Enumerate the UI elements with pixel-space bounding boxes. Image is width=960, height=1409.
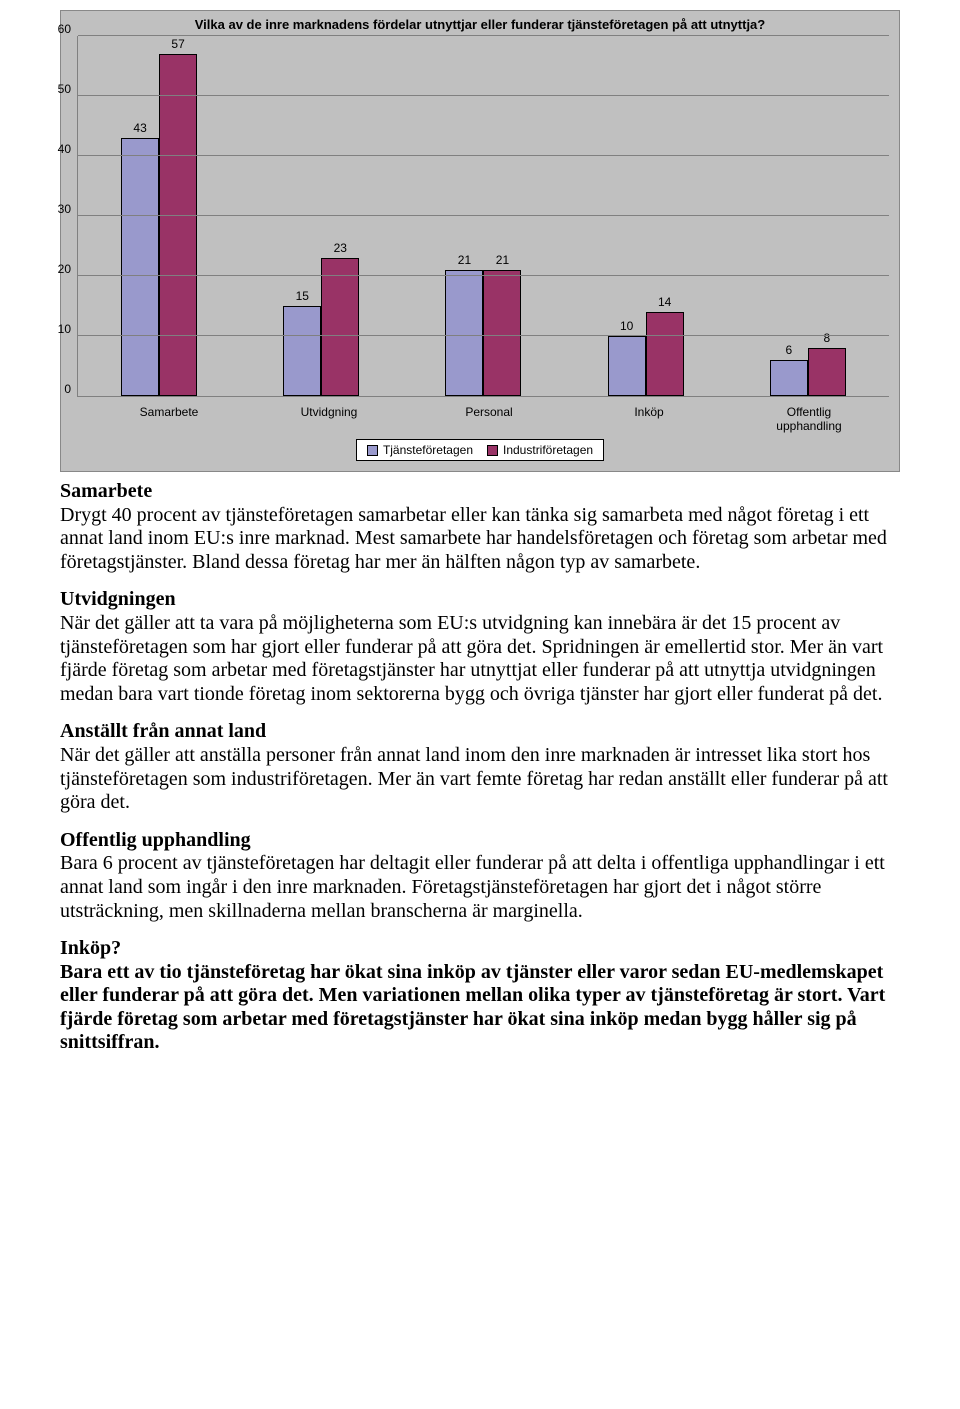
bar: 10 [608, 336, 646, 396]
x-axis: Samarbete Utvidgning Personal Inköp Offentli… [61, 401, 899, 433]
bar-value-label: 57 [171, 37, 184, 51]
section-head-offentlig: Offentlig upphandling [60, 829, 900, 853]
gridline [78, 95, 889, 96]
chart-title: Vilka av de inre marknadens fördelar utn… [61, 11, 899, 36]
bar: 14 [646, 312, 684, 396]
bar-group: 1523 [283, 36, 359, 396]
document-body: Samarbete Drygt 40 procent av tjänsteför… [60, 480, 900, 1055]
gridline [78, 335, 889, 336]
x-axis-labels: Samarbete Utvidgning Personal Inköp Offentli… [89, 401, 889, 433]
bar-value-label: 23 [334, 241, 347, 255]
legend-label: Industriföretagen [503, 443, 593, 457]
x-tick-label: Personal [441, 405, 537, 433]
legend-container: Tjänsteföretagen Industriföretagen [61, 433, 899, 471]
legend-item: Tjänsteföretagen [367, 443, 473, 457]
bar: 43 [121, 138, 159, 396]
section-body-anstallt: När det gäller att anställa personer frå… [60, 744, 888, 813]
bar: 21 [483, 270, 521, 396]
bar-group: 1014 [608, 36, 684, 396]
bar-value-label: 21 [496, 253, 509, 267]
chart-plot-area: 435715232121101468 [77, 36, 889, 397]
gridline [78, 215, 889, 216]
gridline [78, 35, 889, 36]
chart-body: 6050403020100 435715232121101468 [61, 36, 899, 401]
bar-value-label: 43 [133, 121, 146, 135]
bar-value-label: 10 [620, 319, 633, 333]
bar-value-label: 8 [824, 331, 831, 345]
section-head-utvidgningen: Utvidgningen [60, 588, 900, 612]
chart-legend: Tjänsteföretagen Industriföretagen [356, 439, 604, 461]
x-tick-label: Offentlig upphandling [761, 405, 857, 433]
bar-value-label: 14 [658, 295, 671, 309]
legend-swatch [367, 445, 378, 456]
bar: 6 [770, 360, 808, 396]
section-body-inkop: Bara ett av tio tjänsteföretag har ökat … [60, 961, 885, 1054]
chart-bars: 435715232121101468 [78, 36, 889, 396]
bar-group: 68 [770, 36, 846, 396]
gridline [78, 155, 889, 156]
bar: 21 [445, 270, 483, 396]
bar-group: 2121 [445, 36, 521, 396]
bar: 8 [808, 348, 846, 396]
bar-value-label: 15 [296, 289, 309, 303]
bar-value-label: 21 [458, 253, 471, 267]
bar-value-label: 6 [786, 343, 793, 357]
bar: 15 [283, 306, 321, 396]
legend-item: Industriföretagen [487, 443, 593, 457]
x-tick-label: Utvidgning [281, 405, 377, 433]
bar: 23 [321, 258, 359, 396]
x-tick-label: Samarbete [121, 405, 217, 433]
section-body-utvidgningen: När det gäller att ta vara på möjlighete… [60, 612, 883, 705]
chart-container: Vilka av de inre marknadens fördelar utn… [60, 10, 900, 472]
bar-group: 4357 [121, 36, 197, 396]
gridline [78, 275, 889, 276]
legend-label: Tjänsteföretagen [383, 443, 473, 457]
section-body-offentlig: Bara 6 procent av tjänsteföretagen har d… [60, 852, 885, 921]
section-head-anstallt: Anställt från annat land [60, 720, 900, 744]
x-tick-label: Inköp [601, 405, 697, 433]
section-head-inkop: Inköp? [60, 937, 900, 961]
section-head-samarbete: Samarbete [60, 480, 900, 504]
legend-swatch [487, 445, 498, 456]
section-body-samarbete: Drygt 40 procent av tjänsteföretagen sam… [60, 504, 887, 573]
bar: 57 [159, 54, 197, 396]
